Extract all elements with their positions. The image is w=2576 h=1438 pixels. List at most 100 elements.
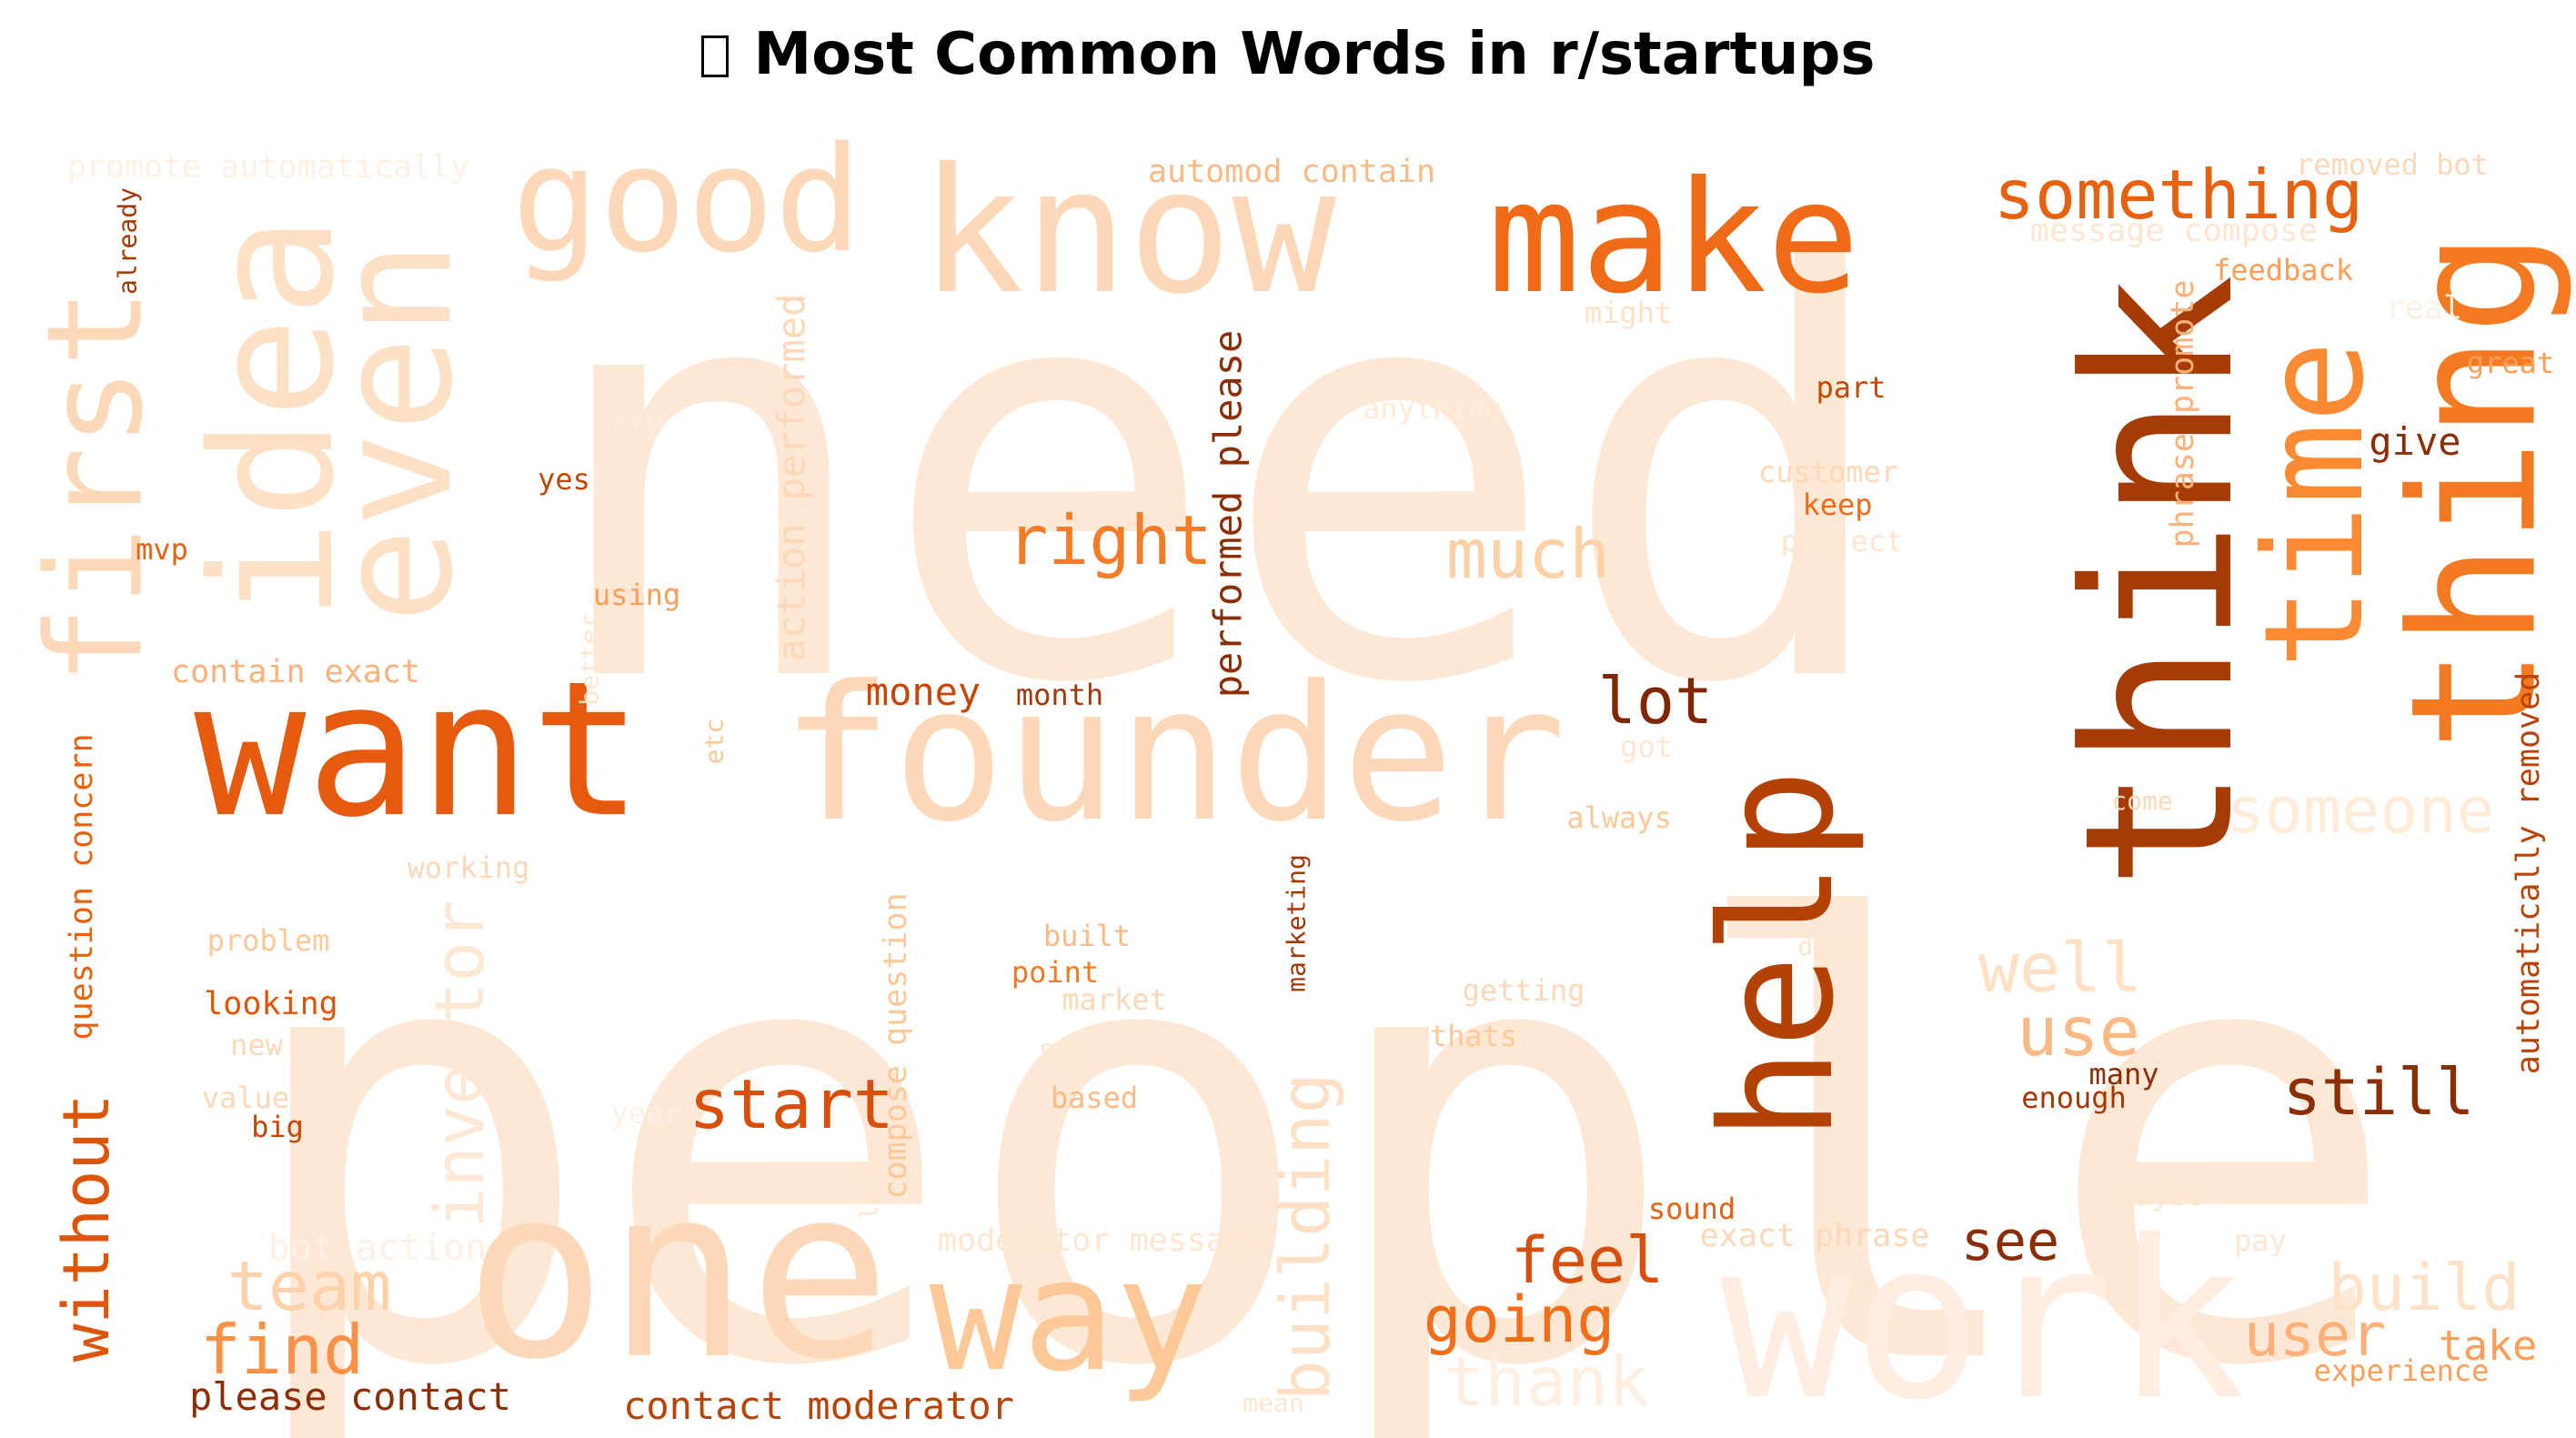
word-try: try [610, 405, 663, 439]
word-moderator-message: moderator message [938, 1222, 1263, 1259]
word-performed-please: performed please [1206, 330, 1251, 699]
word-thats: thats [1430, 1019, 1517, 1053]
word-great: great [2467, 346, 2554, 380]
word-already: already [113, 187, 143, 295]
word-using: using [593, 578, 680, 612]
word-yes: yes [538, 462, 590, 497]
word-thank: thank [1444, 1342, 1649, 1422]
word-real: real [2386, 290, 2462, 327]
word-promote-automatically: promote automatically [67, 149, 470, 186]
word-going: going [1424, 1282, 1615, 1357]
word-mvp: mvp [136, 532, 188, 567]
word-value: value [202, 1081, 289, 1115]
word-mean: mean [1243, 1388, 1303, 1418]
word-bot-action: bot action [268, 1227, 488, 1269]
word-give: give [2369, 419, 2460, 464]
word-founder: founder [780, 647, 1566, 863]
word-need: need [539, 151, 1897, 807]
word-built: built [1043, 919, 1131, 953]
word-something: something [1994, 155, 2363, 235]
word-money: money [866, 669, 981, 714]
word-use: use [2017, 991, 2139, 1071]
word-better: better [575, 613, 605, 705]
word-right: right [1007, 500, 1213, 580]
word-getting: getting [1463, 973, 1585, 1008]
chart-title-text: Most Common Words in r/startups [753, 21, 1876, 88]
word-make: make [1487, 148, 1859, 328]
word-build: build [2329, 1251, 2521, 1325]
word-please-contact: please contact [189, 1374, 511, 1419]
word-well: well [1978, 928, 2143, 1008]
word-action-performed: action performed [770, 294, 814, 662]
word-contact-moderator: contact moderator [623, 1383, 1014, 1428]
word-removed-bot: removed bot [2296, 147, 2489, 182]
word-look: look [854, 1159, 884, 1221]
word-much: much [1446, 514, 1611, 594]
word-come: come [2111, 786, 2172, 816]
word-time: time [2236, 340, 2394, 669]
word-see: see [1961, 1210, 2059, 1273]
word-big: big [251, 1110, 304, 1144]
word-anything: anything [1363, 391, 1503, 426]
word-automod-contain: automod contain [1148, 154, 1435, 190]
word-building: building [1265, 1072, 1345, 1401]
word-one: one [464, 1137, 891, 1412]
word-first: first [19, 288, 173, 686]
word-want: want [194, 642, 643, 859]
word-way: way [929, 1226, 1208, 1406]
word-phrase-promote: phrase promote [2165, 279, 2201, 548]
word-working: working [408, 850, 530, 885]
word-keep: keep [1802, 488, 1872, 522]
word-good: good [511, 115, 861, 285]
word-sound: sound [1648, 1192, 1736, 1226]
word-question-concern: question concern [64, 733, 100, 1040]
word-maybe: maybe [2117, 1178, 2204, 1212]
word-looking: looking [204, 986, 338, 1022]
word-message-compose: message compose [2030, 213, 2318, 249]
word-month: month [1016, 678, 1103, 712]
word-team: team [227, 1246, 392, 1326]
word-say: say [1038, 1032, 1091, 1067]
word-got: got [1620, 729, 1673, 764]
word-exact-phrase: exact phrase [1700, 1218, 1930, 1254]
word-people: people [235, 798, 2403, 1438]
word-enough: enough [2021, 1081, 2127, 1115]
word-point: point [1011, 955, 1099, 990]
word-idea: idea [175, 216, 371, 621]
word-customer: customer [1758, 455, 1898, 489]
word-new: new [230, 1028, 284, 1062]
word-help: help [1688, 769, 1868, 1141]
word-feedback: feedback [2213, 253, 2353, 287]
word-etc: etc [699, 719, 730, 765]
word-many: many [2088, 1057, 2158, 1091]
word-know: know [920, 131, 1336, 332]
word-someone: someone [2226, 773, 2494, 848]
word-automatically-removed: automatically removed [2511, 672, 2547, 1075]
word-take: take [2439, 1322, 2537, 1370]
word-investor: investor [419, 900, 499, 1228]
word-experience: experience [2314, 1353, 2490, 1388]
word-pay: pay [2234, 1223, 2287, 1258]
word-work: work [1720, 1193, 2246, 1438]
word-without: without [49, 1093, 124, 1362]
word-problem: problem [207, 923, 330, 958]
word-part: part [1816, 370, 1886, 405]
word-marketing: marketing [1282, 854, 1312, 992]
chart-title: Most Common Words in r/startups [0, 20, 2576, 89]
word-even: even [304, 240, 488, 623]
word-still: still [2283, 1055, 2475, 1130]
word-lot: lot [1598, 664, 1713, 739]
word-based: based [1051, 1081, 1138, 1115]
missing-glyph-icon [700, 35, 729, 77]
word-start: start [689, 1064, 894, 1144]
word-user: user [2244, 1302, 2387, 1370]
word-thing: thing [2374, 231, 2575, 751]
word-project: project [1781, 524, 1904, 558]
word-always: always [1566, 800, 1672, 835]
word-feel: feel [1511, 1223, 1665, 1298]
word-find: find [200, 1310, 365, 1390]
word-contain-exact: contain exact [171, 654, 420, 690]
word-think: think [2041, 274, 2279, 890]
